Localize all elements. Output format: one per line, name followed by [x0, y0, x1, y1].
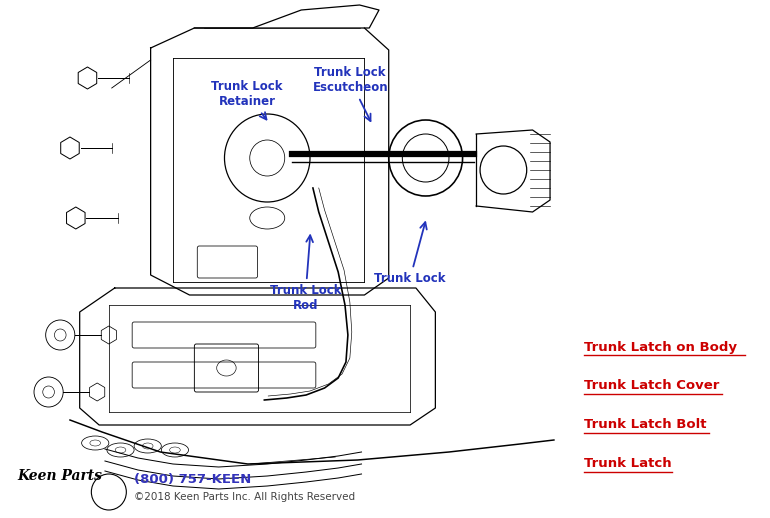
- Text: Keen Parts: Keen Parts: [18, 469, 102, 483]
- Text: Trunk Lock: Trunk Lock: [374, 222, 446, 285]
- Text: Trunk Latch Bolt: Trunk Latch Bolt: [584, 418, 706, 431]
- Text: Trunk Lock
Retainer: Trunk Lock Retainer: [211, 80, 283, 120]
- Text: Trunk Lock
Rod: Trunk Lock Rod: [270, 235, 341, 312]
- Text: Trunk Latch: Trunk Latch: [584, 457, 671, 470]
- Text: Trunk Latch on Body: Trunk Latch on Body: [584, 340, 737, 354]
- Text: (800) 757-KEEN: (800) 757-KEEN: [134, 473, 251, 486]
- Text: ©2018 Keen Parts Inc. All Rights Reserved: ©2018 Keen Parts Inc. All Rights Reserve…: [134, 492, 355, 502]
- Text: Trunk Lock
Escutcheon: Trunk Lock Escutcheon: [313, 66, 388, 121]
- Text: Trunk Latch Cover: Trunk Latch Cover: [584, 379, 719, 393]
